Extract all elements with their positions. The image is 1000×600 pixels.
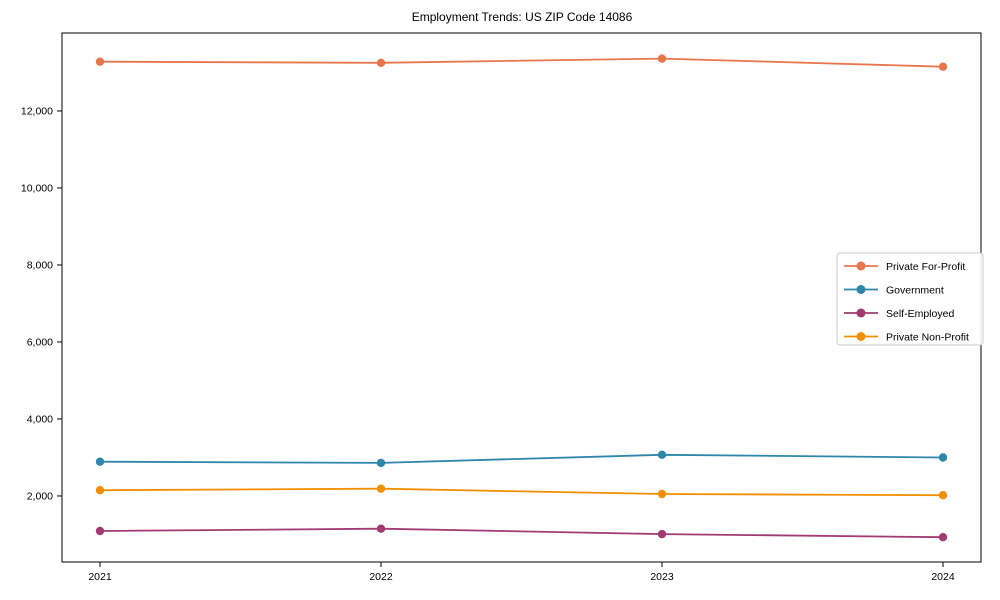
x-tick-label: 2022 [369,571,393,583]
y-tick-label: 12,000 [21,106,53,118]
data-point-government [938,453,948,462]
data-point-private-for-profit [95,57,105,66]
data-point-private-non-profit [376,484,386,493]
series-line-government [99,453,944,464]
data-point-private-for-profit [376,58,386,67]
data-point-self-employed [376,524,386,533]
y-tick-label: 6,000 [27,337,53,349]
legend-marker-dot [856,308,866,318]
legend-label: Private Non-Profit [886,331,969,343]
legend-item-self-employed: Self-Employed [844,308,954,320]
legend: Private For-Profit Government Self-Employe… [836,252,984,346]
data-point-self-employed [657,529,667,539]
legend-label: Government [886,284,944,296]
chart-title: Employment Trends: US ZIP Code 14086 [412,10,633,24]
data-point-government [657,450,667,459]
legend-box [836,252,984,346]
legend-label: Private For-Profit [886,261,965,273]
data-point-government [376,458,386,468]
series-line-private-for-profit [99,57,944,68]
y-tick-label: 2,000 [27,491,53,503]
data-point-self-employed [95,526,105,536]
data-point-private-non-profit [657,489,667,499]
legend-item-private-for-profit: Private For-Profit [844,261,965,273]
y-tick-label: 8,000 [27,260,53,272]
x-tick-label: 2024 [931,571,955,583]
data-point-private-non-profit [95,486,105,495]
data-point-private-non-profit [938,491,948,500]
series-line-private-non-profit [99,487,944,497]
legend-marker-dot [856,285,866,294]
plot-area: 2,000 4,000 6,000 8,000 10,000 12,000 2021 2022… [21,32,984,583]
legend-label: Self-Employed [886,308,954,320]
x-tick-label: 2021 [88,571,112,583]
legend-item-government: Government [844,284,944,296]
x-tick-label: 2023 [650,571,674,583]
legend-item-private-non-profit: Private Non-Profit [844,331,969,343]
data-point-private-for-profit [657,54,667,63]
series-line-self-employed [99,527,944,539]
data-point-private-for-profit [938,62,948,71]
data-point-government [95,457,105,466]
data-point-self-employed [938,533,948,542]
legend-marker-dot [856,261,866,271]
y-tick-label: 4,000 [27,414,53,426]
y-tick-label: 10,000 [21,183,53,195]
legend-marker-dot [856,332,866,341]
